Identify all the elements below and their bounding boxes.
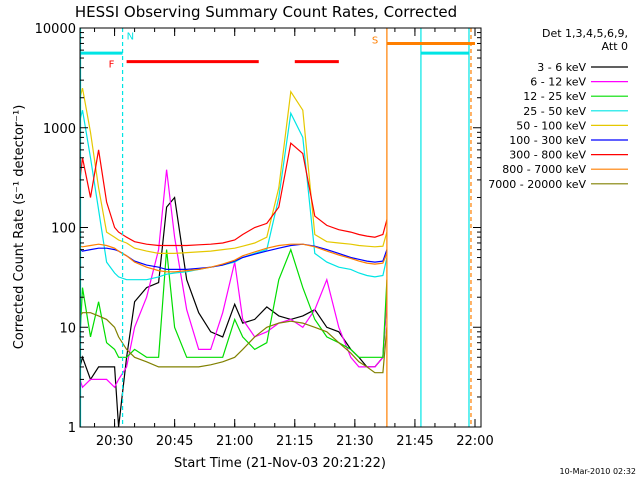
y-axis-label: Corrected Count Rate (s⁻¹ detector⁻¹)	[12, 105, 27, 350]
series-100-300-kev-line	[79, 243, 388, 270]
x-tick-label: 21:30	[336, 434, 373, 449]
y-axis: 1 10 100 1000 10000	[35, 22, 481, 436]
series-7000-20000-kev-line	[79, 312, 388, 374]
footer-timestamp: 10-Mar-2010 02:32	[560, 467, 637, 476]
y-tick-label: 1	[68, 421, 76, 436]
x-tick-label: 20:45	[156, 434, 193, 449]
legend-label: 7000 - 20000 keV	[488, 178, 586, 191]
x-axis-label: Start Time (21-Nov-03 20:21:22)	[174, 456, 386, 471]
legend-title-line2: Att 0	[602, 40, 628, 53]
plot-area: N F S	[79, 27, 482, 428]
legend-label: 50 - 100 keV	[516, 119, 586, 132]
y-tick-label: 100	[51, 222, 76, 237]
x-axis: 20:30 20:45 21:00 21:15 21:30 21:45 22:00	[94, 28, 494, 449]
series-12-25-kev-line	[79, 247, 388, 358]
series-300-800-kev-line	[79, 142, 388, 247]
legend-label: 12 - 25 keV	[523, 90, 586, 103]
series-layer	[79, 87, 388, 428]
series-3-6-kev-line	[79, 196, 388, 428]
flag-n: N	[127, 31, 134, 42]
legend-label: 6 - 12 keV	[530, 76, 586, 89]
y-tick-label: 10	[59, 321, 76, 336]
x-tick-label: 22:00	[456, 434, 493, 449]
x-tick-label: 20:30	[96, 434, 133, 449]
legend-title-line1: Det 1,3,4,5,6,9,	[542, 27, 628, 40]
series-6-12-kev-line	[79, 169, 388, 389]
legend-label: 800 - 7000 keV	[502, 163, 586, 176]
x-tick-label: 21:15	[276, 434, 313, 449]
x-tick-label: 21:00	[216, 434, 253, 449]
flag-f: F	[109, 60, 115, 71]
series-800-7000-kev-line	[79, 243, 388, 273]
legend-label: 300 - 800 keV	[509, 149, 586, 162]
series-50-100-kev-line	[79, 87, 388, 254]
marker-layer: N F S	[79, 28, 475, 427]
flag-s: S	[372, 35, 378, 46]
y-tick-label: 10000	[35, 22, 76, 37]
x-tick-label: 21:45	[396, 434, 433, 449]
legend-label: 25 - 50 keV	[523, 105, 586, 118]
legend-label: 3 - 6 keV	[537, 61, 586, 74]
chart-title: HESSI Observing Summary Count Rates, Cor…	[75, 3, 457, 21]
legend-label: 100 - 300 keV	[509, 134, 586, 147]
y-tick-label: 1000	[43, 122, 76, 137]
legend: Det 1,3,4,5,6,9, Att 0 3 - 6 keV 6 - 12 k…	[488, 27, 628, 191]
